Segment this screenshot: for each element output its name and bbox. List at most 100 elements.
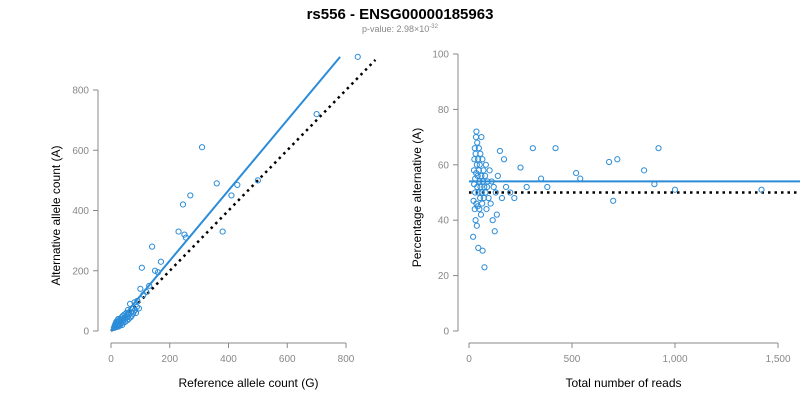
data-point (477, 150, 484, 157)
x-axis-label: Total number of reads (565, 376, 681, 390)
data-point (157, 258, 165, 265)
data-point (474, 183, 481, 191)
data-point (479, 156, 486, 163)
data-point (491, 228, 498, 235)
data-point (481, 264, 488, 271)
chart-title: rs556 - ENSG00000185963 (306, 6, 494, 23)
data-point (500, 156, 508, 163)
data-point (489, 217, 496, 224)
x-tick-label: 1,000 (662, 354, 687, 365)
data-point (313, 111, 320, 118)
x-tick-label: 400 (220, 354, 237, 365)
x-axis-label: Reference allele count (G) (178, 376, 318, 390)
data-point (758, 186, 765, 193)
data-point (474, 139, 481, 146)
data-point (228, 192, 235, 199)
y-tick-label: 40 (438, 216, 450, 227)
data-point (132, 309, 140, 317)
data-point (507, 189, 514, 196)
data-point (544, 183, 551, 191)
data-point (476, 206, 483, 213)
x-tick-label: 500 (564, 354, 581, 365)
x-tick-label: 0 (466, 354, 472, 365)
data-point (614, 156, 621, 163)
data-point (354, 53, 361, 60)
data-point (234, 181, 241, 188)
data-point (149, 243, 156, 250)
y-tick-label: 60 (438, 160, 450, 171)
data-point (529, 145, 536, 152)
data-point (478, 134, 485, 141)
subtitle-exponent: -32 (429, 24, 438, 30)
data-point (474, 172, 481, 179)
data-point (502, 183, 510, 191)
data-point (481, 172, 489, 179)
data-point (478, 172, 485, 179)
data-point (490, 183, 497, 191)
data-point (146, 282, 153, 289)
x-tick-label: 200 (161, 354, 178, 365)
data-point (483, 206, 490, 213)
y-tick-label: 20 (438, 271, 450, 282)
x-tick-label: 800 (338, 354, 355, 365)
data-point (181, 231, 188, 238)
data-point (473, 128, 480, 135)
data-point (610, 197, 617, 204)
x-tick-label: 600 (279, 354, 296, 365)
data-point (151, 267, 159, 274)
data-point (135, 305, 143, 312)
data-point (511, 194, 518, 202)
x-tick-label: 1,500 (765, 354, 790, 365)
data-point (473, 161, 480, 168)
data-point (573, 170, 580, 177)
data-point (482, 189, 489, 196)
data-point (477, 211, 485, 218)
data-point (671, 186, 679, 193)
data-point (477, 194, 484, 202)
data-point (474, 156, 482, 163)
data-point (470, 233, 477, 240)
y-axis-label: Alternative allele count (A) (49, 145, 63, 285)
data-point (219, 228, 226, 235)
y-tick-label: 100 (432, 50, 449, 61)
y-tick-label: 400 (72, 206, 89, 217)
data-point (498, 194, 506, 202)
data-point (476, 161, 483, 168)
data-point (473, 222, 480, 229)
data-point (472, 134, 480, 141)
data-point (485, 194, 492, 202)
data-point (475, 145, 482, 152)
reference-line (110, 59, 377, 332)
data-point (486, 167, 493, 174)
data-point (480, 167, 487, 174)
data-point (655, 145, 662, 152)
data-point (472, 217, 479, 224)
data-point (605, 158, 613, 166)
data-point (478, 189, 485, 196)
data-point (479, 200, 486, 207)
data-point (475, 244, 482, 251)
y-tick-label: 800 (72, 86, 89, 97)
data-point (137, 285, 144, 292)
data-point (472, 189, 479, 196)
data-point (138, 264, 145, 271)
data-point (179, 201, 187, 208)
data-point (175, 228, 182, 235)
data-point (475, 189, 482, 196)
y-tick-label: 600 (72, 146, 89, 157)
data-point (187, 192, 194, 199)
y-tick-label: 0 (83, 327, 89, 338)
data-point (479, 247, 486, 254)
data-point (482, 161, 489, 168)
y-tick-label: 80 (438, 105, 450, 116)
chart-subtitle: p-value: 2.98×10-32 (0, 24, 800, 34)
scatter-plot-counts: 0 200 400 600 800 0 200 400 600 800 Reference alle… (49, 53, 377, 390)
x-tick-label: 0 (108, 354, 114, 365)
data-point (477, 183, 484, 191)
data-point (481, 183, 488, 191)
y-axis-label: Percentage alternative (A) (410, 128, 424, 267)
fit-line (110, 56, 341, 332)
data-point (471, 156, 478, 163)
y-tick-label: 0 (443, 327, 449, 338)
subtitle-prefix: p-value: 2.98×10 (362, 24, 430, 34)
